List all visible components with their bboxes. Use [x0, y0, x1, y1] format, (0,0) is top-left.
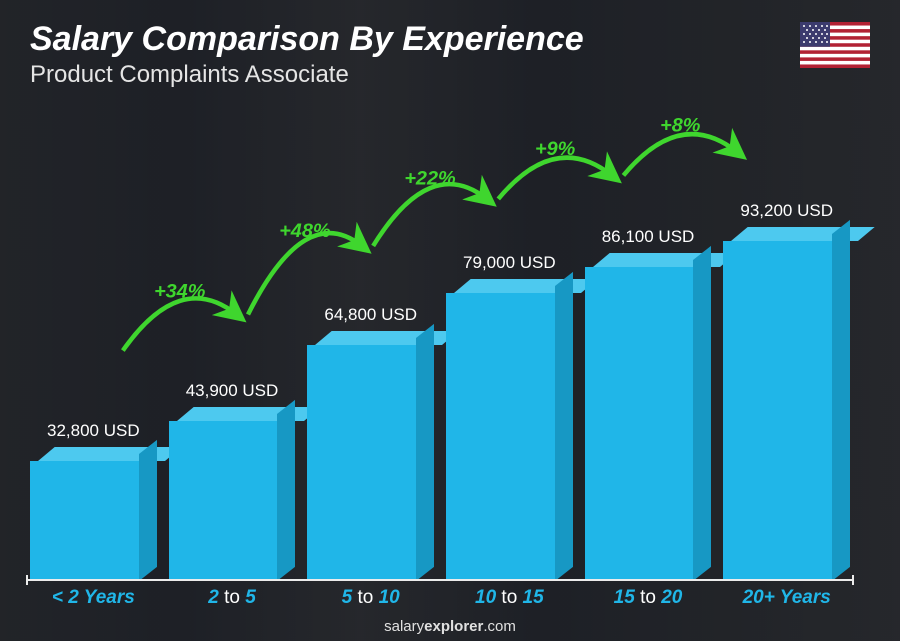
header: Salary Comparison By Experience Product …: [30, 20, 870, 89]
x-axis-ticks: < 2 Years 2 to 5 5 to 10 10 to 15 15 to 20 20…: [30, 587, 850, 609]
bar: [723, 227, 850, 581]
bar-value-label: 32,800 USD: [47, 421, 140, 441]
bar-column: 43,900 USD: [169, 381, 296, 581]
bar-group: 32,800 USD 43,900 USD 64,800 USD 79,000 USD…: [30, 121, 850, 581]
x-axis-tick: 10 to 15: [446, 587, 573, 609]
bar-column: 79,000 USD: [446, 253, 573, 581]
footer-attribution: salaryexplorer.com: [0, 618, 900, 635]
us-flag-icon: [800, 22, 870, 68]
x-axis-tick: 20+ Years: [723, 587, 850, 609]
bar-value-label: 86,100 USD: [602, 227, 695, 247]
bar-column: 86,100 USD: [585, 227, 712, 581]
footer-text-1: salary: [384, 618, 424, 635]
bar: [446, 279, 573, 581]
bar: [585, 253, 712, 581]
x-axis-tick: < 2 Years: [30, 587, 157, 609]
x-axis-tick: 5 to 10: [307, 587, 434, 609]
page-title: Salary Comparison By Experience: [30, 20, 870, 59]
bar-column: 64,800 USD: [307, 305, 434, 581]
bar-column: 32,800 USD: [30, 421, 157, 581]
bar-column: 93,200 USD: [723, 201, 850, 581]
x-axis-tick: 15 to 20: [585, 587, 712, 609]
x-axis-tick: 2 to 5: [169, 587, 296, 609]
bar-value-label: 79,000 USD: [463, 253, 556, 273]
bar: [307, 331, 434, 581]
bar: [30, 447, 157, 581]
bar-value-label: 64,800 USD: [324, 305, 417, 325]
page-subtitle: Product Complaints Associate: [30, 61, 870, 89]
bar: [169, 407, 296, 581]
infographic-container: Salary Comparison By Experience Product …: [0, 0, 900, 641]
x-axis-baseline: [26, 579, 854, 581]
bar-value-label: 93,200 USD: [740, 201, 833, 221]
bar-value-label: 43,900 USD: [186, 381, 279, 401]
chart-area: 32,800 USD 43,900 USD 64,800 USD 79,000 USD…: [30, 121, 850, 581]
footer-text-3: .com: [483, 618, 516, 635]
footer-text-2: explorer: [424, 618, 483, 635]
